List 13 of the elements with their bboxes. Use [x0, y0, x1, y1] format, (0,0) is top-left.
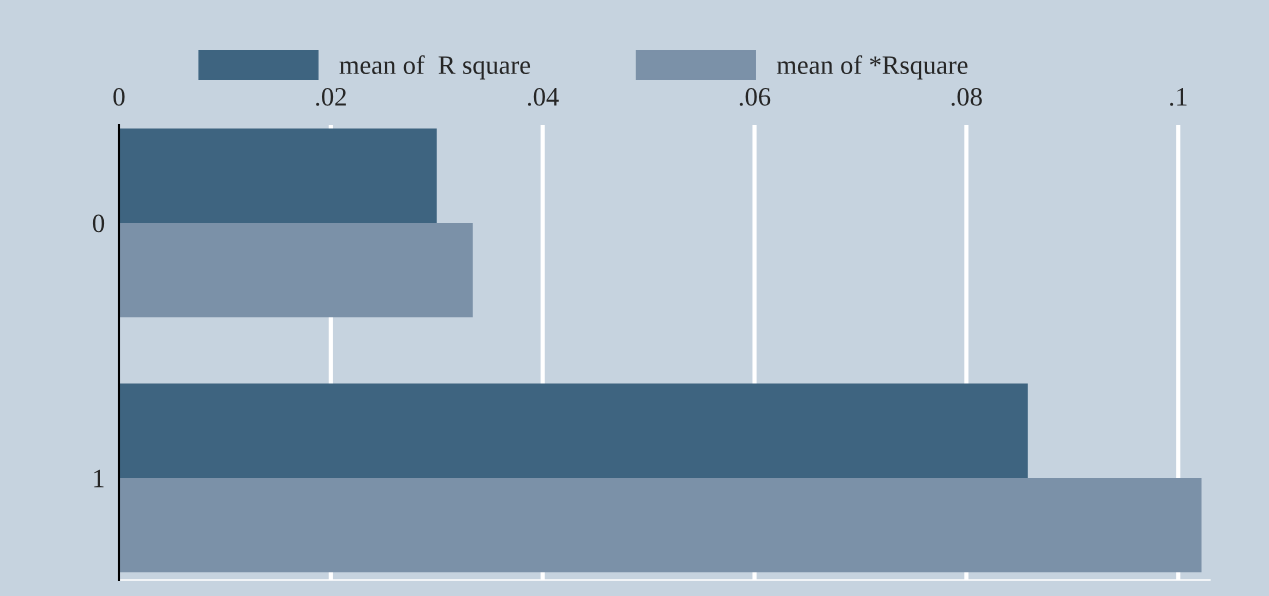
- x-tick-label: .08: [951, 87, 982, 106]
- bar: [119, 383, 1028, 478]
- bar: [119, 477, 1202, 573]
- x-tick-label: .1: [1170, 88, 1187, 106]
- legend-label: mean of R square: [339, 55, 531, 80]
- bar: [119, 222, 473, 318]
- legend-label: mean of *Rsquare: [776, 55, 968, 80]
- x-tick-label: .06: [739, 87, 771, 106]
- bar: [119, 128, 437, 223]
- x-tick-label: .04: [527, 87, 559, 106]
- x-tick-label: .02: [316, 87, 346, 106]
- y-tick-label: 1: [94, 469, 104, 488]
- x-tick-label: 0: [113, 87, 125, 106]
